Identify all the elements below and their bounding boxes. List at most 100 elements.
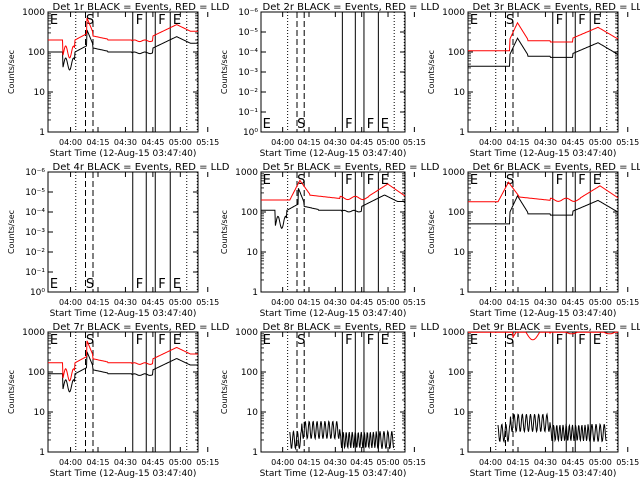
detector-panel: Det 2r BLACK = Events, RED = LLD Counts/s… xyxy=(220,2,440,159)
y-axis-label: Counts/sec xyxy=(427,370,436,414)
plot-title: Det 8r BLACK = Events, RED = LLD xyxy=(263,322,440,333)
y-tick-label: 100 xyxy=(28,368,45,378)
event-marker-label: F xyxy=(556,173,563,188)
x-tick-label: 05:15 xyxy=(196,298,219,307)
y-tick-label: 10⁰ xyxy=(30,288,45,298)
x-tick-label: 05:00 xyxy=(589,298,612,307)
y-tick-label: 10 xyxy=(247,408,259,418)
x-tick-label: 05:00 xyxy=(376,458,399,467)
event-marker-label: E xyxy=(470,333,478,348)
event-marker-label: F xyxy=(367,333,374,348)
x-tick-label: 05:00 xyxy=(169,458,192,467)
event-marker-label: E xyxy=(50,13,58,28)
x-axis-label: Start Time (12-Aug-15 03:47:40) xyxy=(470,469,617,479)
event-marker-label: E xyxy=(381,333,389,348)
event-marker-label: S xyxy=(297,173,305,188)
event-marker-label: E xyxy=(381,117,389,132)
x-tick-label: 05:15 xyxy=(616,138,639,147)
y-tick-label: 10 xyxy=(34,88,46,98)
y-tick-label: 10⁻⁵ xyxy=(238,28,258,38)
y-tick-label: 10 xyxy=(454,408,466,418)
event-marker-label: E xyxy=(263,173,271,188)
y-tick-label: 100 xyxy=(241,208,258,218)
x-tick-label: 05:00 xyxy=(376,138,399,147)
y-tick-label: 10⁻⁴ xyxy=(25,208,45,218)
events-series-line xyxy=(468,194,619,225)
event-marker-label: E xyxy=(593,173,601,188)
event-marker-label: E xyxy=(50,277,58,292)
events-series-line xyxy=(468,37,619,67)
y-tick-label: 10⁻⁶ xyxy=(25,168,45,178)
event-marker-label: F xyxy=(345,173,352,188)
plot-title: Det 4r BLACK = Events, RED = LLD xyxy=(53,162,230,173)
y-tick-label: 1000 xyxy=(442,8,465,18)
y-axis-label: Counts/sec xyxy=(220,210,229,254)
events-series-line xyxy=(289,420,394,451)
x-tick-label: 04:00 xyxy=(271,138,294,147)
x-tick-label: 05:15 xyxy=(196,138,219,147)
x-tick-label: 04:45 xyxy=(141,458,164,467)
x-tick-label: 04:15 xyxy=(86,298,109,307)
y-tick-label: 10⁻¹ xyxy=(25,268,45,278)
y-tick-label: 10⁻¹ xyxy=(238,108,258,118)
x-tick-label: 04:00 xyxy=(59,458,82,467)
event-marker-label: S xyxy=(86,13,94,28)
detector-panel: Det 1r BLACK = Events, RED = LLD Counts/s… xyxy=(7,2,230,159)
y-axis-label: Counts/sec xyxy=(7,50,16,94)
y-tick-label: 1 xyxy=(459,128,465,138)
y-tick-label: 1 xyxy=(459,288,465,298)
x-tick-label: 04:15 xyxy=(86,458,109,467)
y-tick-label: 10⁻³ xyxy=(25,228,45,238)
plot-frame xyxy=(260,331,406,453)
y-tick-label: 10⁰ xyxy=(243,128,258,138)
event-marker-label: S xyxy=(506,13,514,28)
y-tick-label: 100 xyxy=(448,368,465,378)
x-tick-label: 04:00 xyxy=(59,138,82,147)
events-series-line xyxy=(48,29,198,71)
x-tick-label: 04:15 xyxy=(506,138,529,147)
x-tick-label: 04:30 xyxy=(114,458,137,467)
event-marker-label: E xyxy=(470,173,478,188)
event-marker-label: F xyxy=(136,333,143,348)
event-marker-label: F xyxy=(578,333,585,348)
x-tick-label: 04:30 xyxy=(114,138,137,147)
y-tick-label: 100 xyxy=(241,368,258,378)
x-tick-label: 04:30 xyxy=(534,298,557,307)
event-marker-label: E xyxy=(263,333,271,348)
events-series-line xyxy=(497,412,607,444)
plot-title: Det 5r BLACK = Events, RED = LLD xyxy=(263,162,440,173)
event-marker-label: F xyxy=(158,277,165,292)
lld-series-line xyxy=(48,340,198,382)
x-tick-label: 05:00 xyxy=(589,458,612,467)
x-tick-label: 05:00 xyxy=(589,138,612,147)
event-marker-label: E xyxy=(470,13,478,28)
event-marker-label: S xyxy=(86,277,94,292)
y-tick-label: 10⁻⁶ xyxy=(238,8,258,18)
event-marker-label: F xyxy=(136,13,143,28)
event-marker-label: S xyxy=(506,333,514,348)
event-marker-label: F xyxy=(556,333,563,348)
x-axis-label: Start Time (12-Aug-15 03:47:40) xyxy=(50,309,197,319)
events-series-line xyxy=(48,351,198,393)
detector-panel: Det 3r BLACK = Events, RED = LLD Counts/s… xyxy=(427,2,640,159)
y-tick-label: 10 xyxy=(454,88,466,98)
x-tick-label: 04:15 xyxy=(506,298,529,307)
lld-series-line xyxy=(48,17,198,59)
y-tick-label: 1000 xyxy=(235,328,258,338)
event-marker-label: F xyxy=(158,13,165,28)
x-axis-label: Start Time (12-Aug-15 03:47:40) xyxy=(50,149,197,159)
plot-frame xyxy=(467,11,619,133)
plot-title: Det 1r BLACK = Events, RED = LLD xyxy=(53,2,230,13)
x-tick-label: 04:15 xyxy=(86,138,109,147)
y-tick-label: 1 xyxy=(252,288,258,298)
y-tick-label: 1000 xyxy=(442,168,465,178)
y-axis-label: Counts/sec xyxy=(220,50,229,94)
plot-title: Det 9r BLACK = Events, RED = LLD xyxy=(473,322,640,333)
x-tick-label: 04:45 xyxy=(350,138,373,147)
x-tick-label: 04:45 xyxy=(561,298,584,307)
event-marker-label: F xyxy=(367,173,374,188)
plot-title: Det 6r BLACK = Events, RED = LLD xyxy=(473,162,640,173)
x-tick-label: 04:30 xyxy=(324,458,347,467)
